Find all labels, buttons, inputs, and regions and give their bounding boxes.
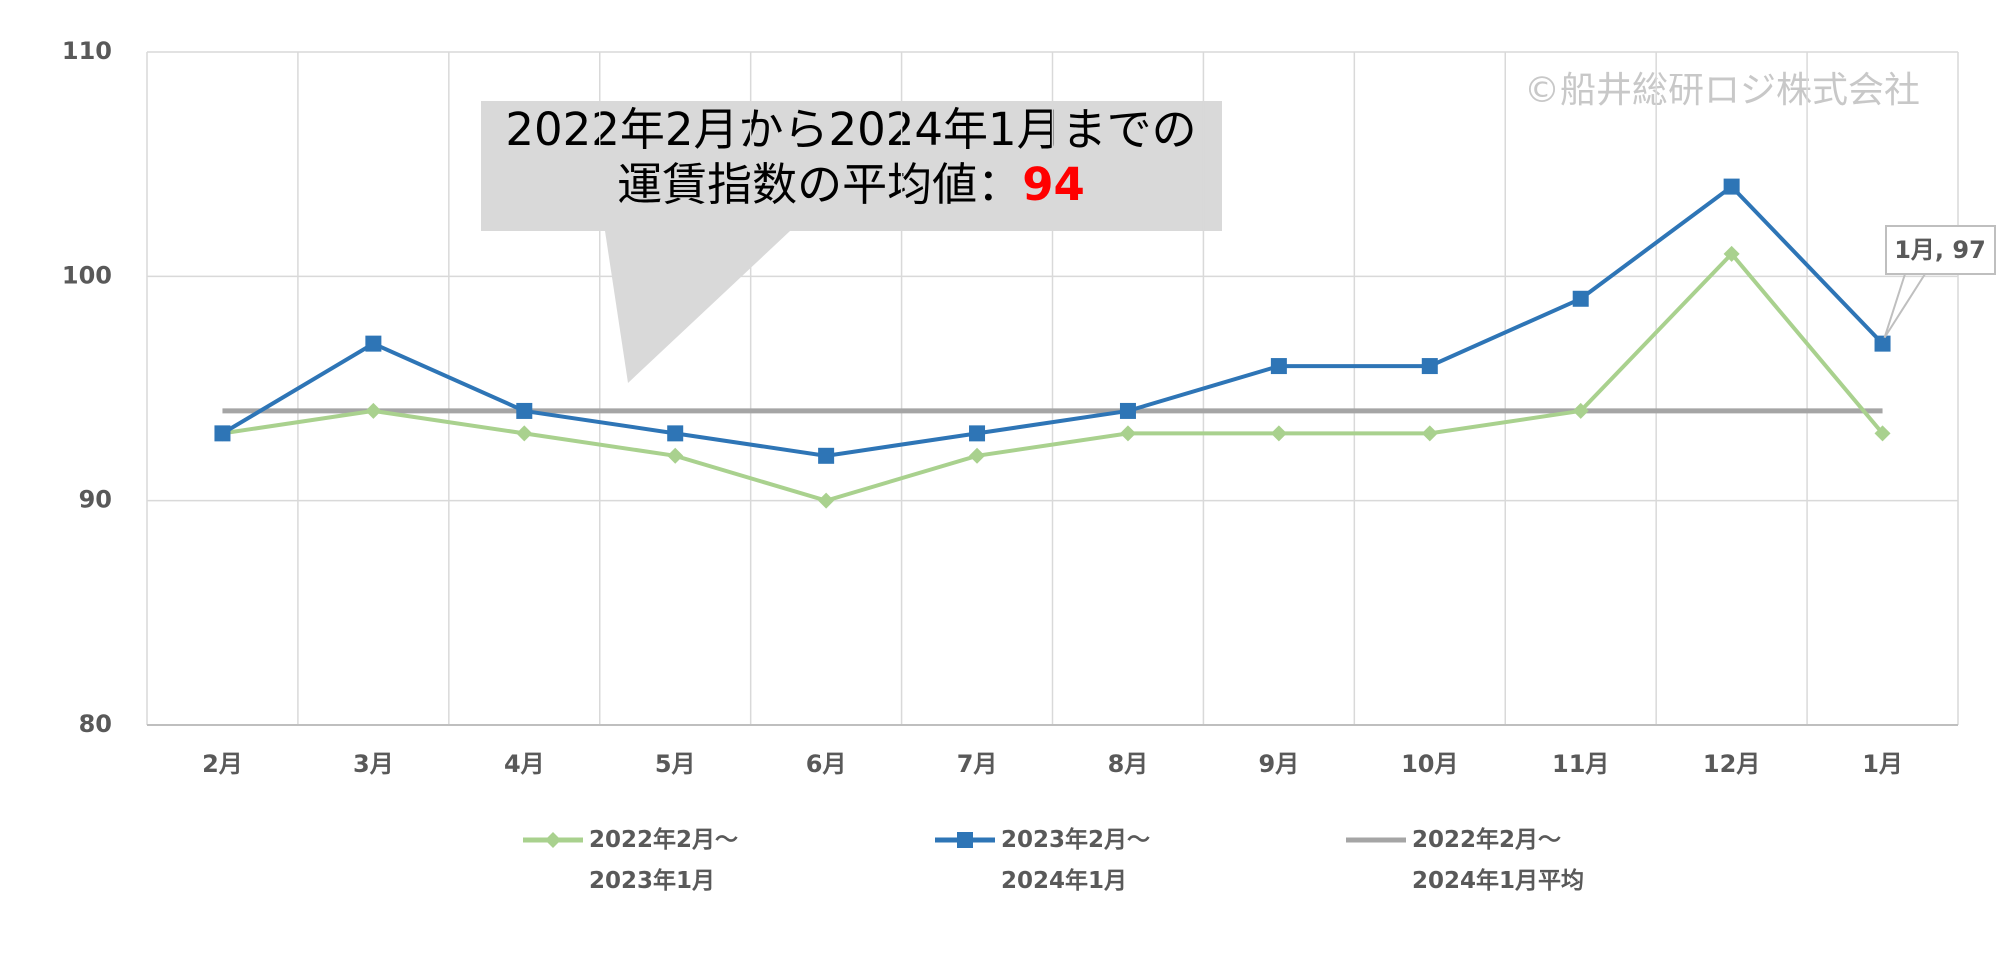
y-tick-label: 110	[62, 37, 112, 65]
point	[516, 425, 533, 442]
callout-box	[481, 101, 1222, 383]
series-line	[222, 250, 1885, 503]
x-tick-label: 11月	[1552, 750, 1609, 778]
x-tick-label: 1月	[1862, 750, 1903, 778]
point	[969, 447, 986, 464]
x-tick-label: 3月	[353, 750, 394, 778]
point	[667, 425, 684, 442]
point	[1723, 245, 1740, 262]
x-tick-label: 9月	[1259, 750, 1300, 778]
y-tick-label: 100	[62, 261, 112, 289]
point	[1270, 358, 1287, 375]
point	[667, 447, 684, 464]
point	[957, 832, 973, 848]
point	[1723, 178, 1740, 195]
legend-swatch	[935, 832, 995, 848]
point	[1874, 425, 1891, 442]
series-line	[221, 183, 1884, 458]
point	[1572, 402, 1589, 419]
legend-label: 2023年2月～ 2024年1月	[1001, 827, 1151, 894]
watermark: ©船井総研ロジ株式会社	[1524, 70, 1920, 111]
y-tick-label: 90	[79, 486, 112, 514]
point	[1270, 425, 1287, 442]
data-label: 1月, 97	[1894, 236, 1986, 264]
point	[1572, 290, 1589, 307]
point	[1119, 402, 1136, 419]
point	[1119, 425, 1136, 442]
label-leader	[1883, 273, 1926, 339]
point	[818, 492, 835, 509]
label-box	[1885, 225, 1996, 275]
callout-highlight: 94	[1022, 158, 1085, 211]
legend-item: 2023年2月～ 2024年1月	[935, 820, 1150, 902]
legend-item: 2022年2月～ 2024年1月平均	[1346, 820, 1584, 902]
point	[1421, 425, 1438, 442]
grid	[146, 51, 1959, 726]
point	[1874, 335, 1891, 352]
x-tick-label: 8月	[1108, 750, 1149, 778]
x-tick-label: 6月	[806, 750, 847, 778]
point	[365, 335, 382, 352]
point	[516, 402, 533, 419]
point	[969, 425, 986, 442]
x-tick-label: 2月	[202, 750, 243, 778]
legend-label: 2022年2月～ 2024年1月平均	[1412, 827, 1585, 894]
callout-line2: 運賃指数の平均値：94	[617, 158, 1085, 211]
legend-label: 2022年2月～ 2023年1月	[589, 827, 739, 894]
point	[365, 402, 382, 419]
x-tick-label: 5月	[655, 750, 696, 778]
point	[214, 425, 231, 442]
x-tick-label: 4月	[504, 750, 545, 778]
legend-swatch	[523, 832, 583, 848]
x-tick-label: 12月	[1703, 750, 1760, 778]
callout-text: 運賃指数の平均値：	[617, 158, 1022, 211]
callout-line1: 2022年2月から2024年1月までの	[505, 103, 1196, 156]
point	[818, 447, 835, 464]
legend-item: 2022年2月～ 2023年1月	[523, 820, 738, 902]
x-tick-label: 10月	[1401, 750, 1458, 778]
point	[545, 832, 561, 848]
y-tick-label: 80	[79, 710, 112, 738]
x-tick-label: 7月	[957, 750, 998, 778]
legend-swatch	[1346, 837, 1406, 843]
point	[1421, 358, 1438, 375]
